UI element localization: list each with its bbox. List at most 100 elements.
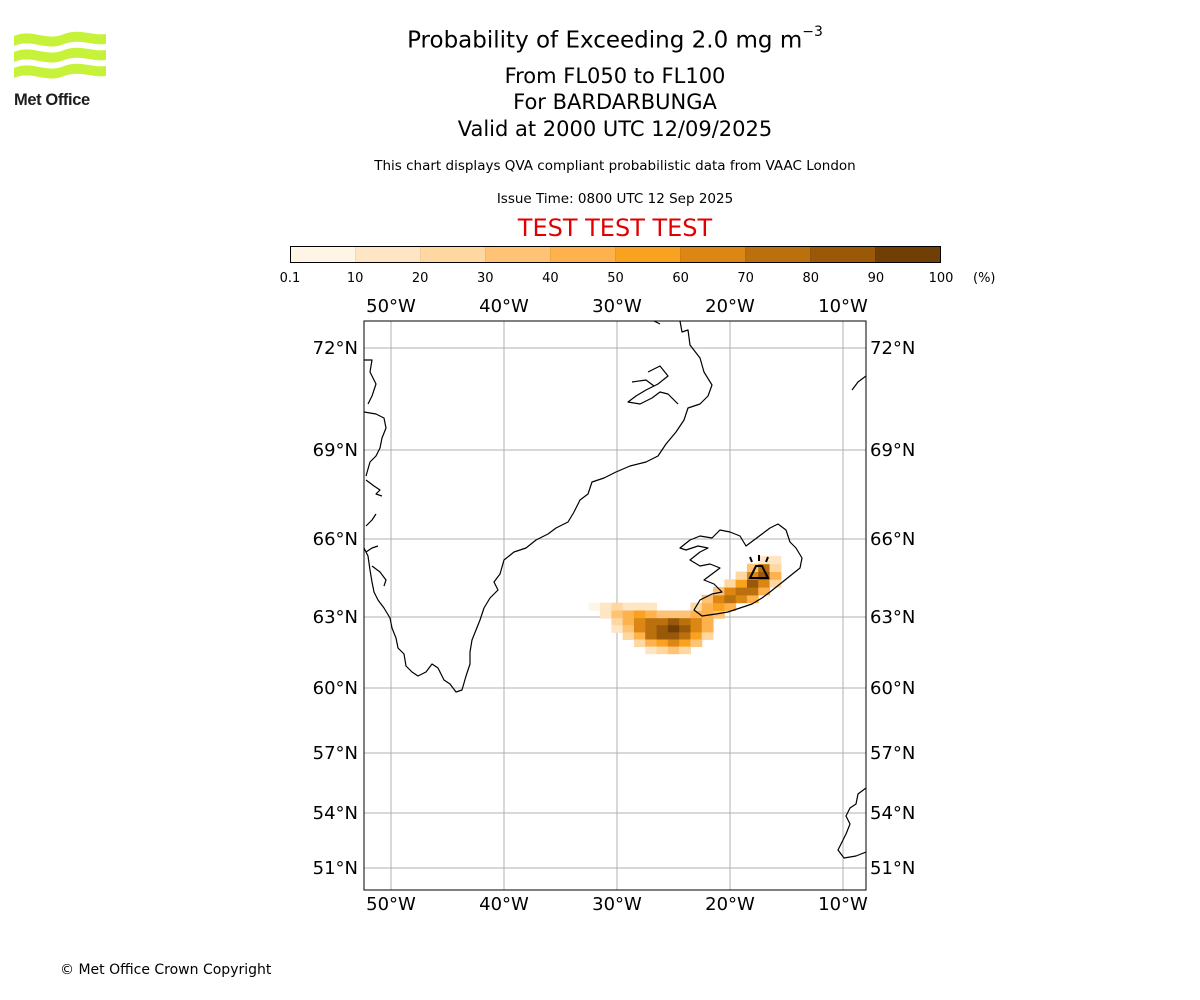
colorbar-tick-label: 30 bbox=[477, 271, 494, 286]
probability-cell bbox=[724, 579, 737, 588]
probability-cell bbox=[746, 571, 759, 580]
probability-cell bbox=[701, 594, 714, 604]
probability-cell bbox=[690, 618, 703, 626]
probability-cell bbox=[735, 571, 748, 580]
probability-cell bbox=[656, 618, 669, 626]
probability-cell bbox=[758, 571, 771, 580]
test-banner: TEST TEST TEST bbox=[517, 214, 713, 242]
colorbar-tick-label: 50 bbox=[607, 271, 624, 286]
probability-cell bbox=[713, 587, 725, 596]
colorbar-segment bbox=[875, 247, 940, 262]
copyright: © Met Office Crown Copyright bbox=[60, 962, 272, 978]
probability-cell bbox=[735, 587, 748, 596]
probability-cell bbox=[713, 610, 725, 619]
longitude-label-top: 30°W bbox=[592, 296, 642, 317]
probability-cell bbox=[611, 625, 624, 633]
probability-cell bbox=[633, 632, 646, 640]
latitude-label-left: 51°N bbox=[313, 858, 358, 879]
data-note: This chart displays QVA compliant probab… bbox=[374, 158, 856, 174]
probability-cell bbox=[667, 610, 680, 619]
latitude-label-right: 66°N bbox=[870, 529, 915, 550]
probability-cell bbox=[679, 632, 691, 640]
latitude-label-left: 66°N bbox=[313, 529, 358, 550]
probability-cell bbox=[758, 579, 771, 588]
probability-cell bbox=[633, 625, 646, 633]
probability-cell bbox=[656, 610, 669, 619]
colorbar-segment bbox=[615, 247, 680, 262]
longitude-label-top: 50°W bbox=[366, 296, 416, 317]
probability-cell bbox=[645, 646, 658, 655]
latitude-label-left: 72°N bbox=[313, 338, 358, 359]
probability-cell bbox=[622, 632, 635, 640]
probability-cell bbox=[690, 625, 703, 633]
longitude-label-bottom: 10°W bbox=[818, 894, 868, 915]
colorbar-tick-label: 70 bbox=[737, 271, 754, 286]
probability-cell bbox=[679, 618, 691, 626]
probability-cell bbox=[656, 625, 669, 633]
probability-cell bbox=[645, 602, 658, 611]
probability-cell bbox=[622, 610, 635, 619]
chart-title: Probability of Exceeding 2.0 mg m−3 bbox=[0, 24, 1200, 54]
probability-cell bbox=[645, 618, 658, 626]
volcano-icon bbox=[748, 555, 770, 579]
flight-levels: From FL050 to FL100 bbox=[504, 64, 726, 88]
met-office-logo bbox=[14, 31, 106, 79]
probability-cell bbox=[600, 610, 612, 619]
probability-cell bbox=[690, 610, 703, 619]
probability-cell bbox=[746, 579, 759, 588]
probability-cell bbox=[713, 602, 725, 611]
probability-cell bbox=[746, 587, 759, 596]
probability-field bbox=[588, 555, 782, 655]
probability-cell bbox=[758, 563, 771, 572]
probability-cell bbox=[769, 579, 782, 588]
latitude-label-left: 60°N bbox=[313, 678, 358, 699]
probability-cell bbox=[679, 625, 691, 633]
longitude-label-top: 40°W bbox=[479, 296, 529, 317]
probability-cell bbox=[769, 555, 782, 565]
probability-cell bbox=[735, 579, 748, 588]
probability-cell bbox=[701, 625, 714, 633]
latitude-label-left: 57°N bbox=[313, 743, 358, 764]
probability-cell bbox=[724, 594, 737, 604]
probability-cell bbox=[645, 632, 658, 640]
probability-cell bbox=[701, 632, 714, 640]
colorbar-segment bbox=[485, 247, 550, 262]
probability-cell bbox=[588, 602, 601, 611]
probability-cell bbox=[667, 625, 680, 633]
colorbar-segment bbox=[291, 247, 355, 262]
probability-cell bbox=[622, 602, 635, 611]
probability-cell bbox=[758, 555, 771, 565]
probability-cell bbox=[611, 610, 624, 619]
longitude-label-top: 20°W bbox=[705, 296, 755, 317]
colorbar-segment bbox=[355, 247, 420, 262]
colorbar-tick-label: 100 bbox=[928, 271, 954, 286]
probability-cell bbox=[656, 639, 669, 648]
probability-cell bbox=[679, 646, 691, 655]
colorbar bbox=[290, 246, 941, 263]
probability-cell bbox=[667, 618, 680, 626]
latitude-label-right: 72°N bbox=[870, 338, 915, 359]
probability-cell bbox=[611, 618, 624, 626]
latitude-label-left: 54°N bbox=[313, 803, 358, 824]
colorbar-unit: (%) bbox=[973, 271, 996, 286]
latitude-label-right: 60°N bbox=[870, 678, 915, 699]
colorbar-tick-label: 60 bbox=[672, 271, 689, 286]
colorbar-tick-label: 90 bbox=[867, 271, 885, 286]
probability-cell bbox=[679, 639, 691, 648]
probability-cell bbox=[611, 602, 624, 611]
probability-cell bbox=[735, 594, 748, 604]
probability-cell bbox=[645, 625, 658, 633]
colorbar-segment bbox=[680, 247, 745, 262]
probability-cell bbox=[701, 602, 714, 611]
map-frame bbox=[363, 320, 867, 891]
probability-cell bbox=[724, 587, 737, 596]
latitude-label-right: 51°N bbox=[870, 858, 915, 879]
colorbar-tick-label: 20 bbox=[411, 271, 429, 286]
probability-cell bbox=[667, 646, 680, 655]
probability-cell bbox=[758, 587, 771, 596]
probability-cell bbox=[724, 602, 737, 611]
probability-cell bbox=[746, 594, 759, 604]
latitude-label-left: 63°N bbox=[313, 607, 358, 628]
coastlines bbox=[364, 321, 866, 859]
